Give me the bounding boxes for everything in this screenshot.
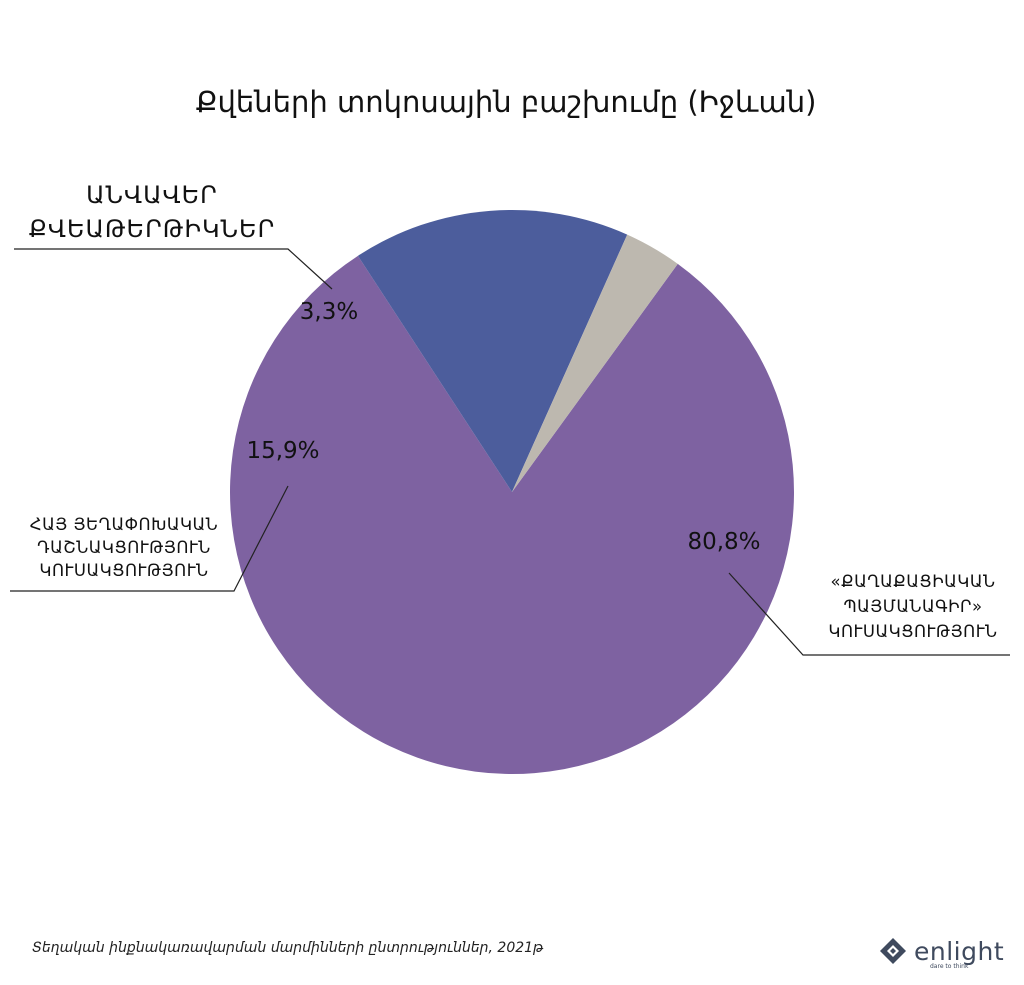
leader-line-3 bbox=[14, 248, 333, 290]
percent-labels: 80,8% 15,9% 3,3% bbox=[246, 299, 760, 555]
category-labels: «ՔԱՂԱՔԱՑԻԱԿԱՆ ՊԱՅՄԱՆԱԳԻՐ» ԿՈՒՍԱԿՑՈՒԹՅՈՒՆ ՀԱ… bbox=[29, 181, 997, 641]
enlight-logo: enlight dare to think bbox=[878, 936, 1005, 970]
chart-title: Քվեների տոկոսային բաշխումը (Իջևան) bbox=[196, 85, 817, 119]
slice-value-label-2: 15,9% bbox=[246, 438, 319, 464]
leader-line-2 bbox=[10, 485, 289, 592]
enlight-diamond-icon bbox=[880, 938, 906, 964]
category-label-3-line-1: ԱՆՎԱՎԵՐ bbox=[86, 181, 218, 209]
slice-value-label-3: 3,3% bbox=[300, 299, 358, 325]
category-label-1-line-2: ՊԱՅՄԱՆԱԳԻՐ» bbox=[843, 597, 982, 616]
pie-slice-1 bbox=[229, 255, 794, 775]
category-label-1-line-3: ԿՈՒՍԱԿՑՈՒԹՅՈՒՆ bbox=[828, 622, 997, 641]
pie-slice-3 bbox=[512, 234, 678, 492]
category-label-1-line-1: «ՔԱՂԱՔԱՑԻԱԿԱՆ bbox=[831, 572, 996, 591]
category-label-2-line-2: ԴԱՇՆԱԿՑՈՒԹՅՈՒՆ bbox=[37, 538, 211, 557]
leader-line-1 bbox=[728, 572, 1010, 656]
slice-value-label-1: 80,8% bbox=[687, 529, 760, 555]
category-label-2-line-3: ԿՈՒՍԱԿՑՈՒԹՅՈՒՆ bbox=[39, 561, 208, 580]
source-footnote: Տեղական ինքնակառավարման մարմինների ընտրո… bbox=[32, 940, 544, 956]
category-label-2-line-1: ՀԱՅ ՅԵՂԱՓՈԽԱԿԱՆ bbox=[30, 515, 218, 534]
pie-slices bbox=[229, 210, 794, 775]
pie-slice-2 bbox=[357, 210, 628, 492]
category-label-3-line-2: ՔՎԵԱԹԵՐԹԻԿՆԵՐ bbox=[29, 215, 276, 243]
logo-text: enlight bbox=[914, 936, 1005, 966]
logo-tagline: dare to think bbox=[930, 963, 969, 970]
leader-lines bbox=[10, 248, 1010, 656]
